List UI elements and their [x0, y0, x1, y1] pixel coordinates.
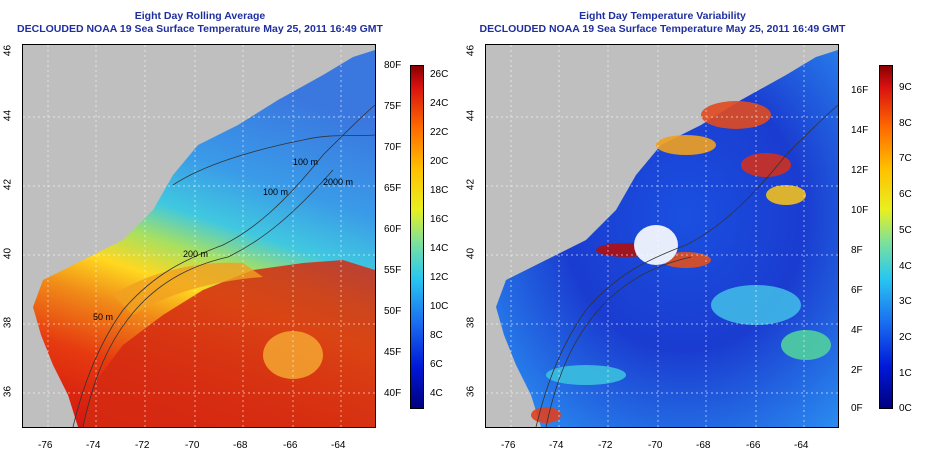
colorbar-c: 16C: [430, 214, 449, 225]
colorbar-c: 4C: [430, 388, 443, 399]
x-tick: -74: [549, 440, 564, 451]
colorbar-f: 12F: [851, 165, 869, 176]
colorbar-f: 45F: [384, 347, 402, 358]
y-tick: 42: [465, 178, 477, 191]
y-tick: 36: [465, 385, 477, 398]
colorbar-c: 26C: [430, 69, 449, 80]
y-tick: 46: [465, 44, 477, 57]
colorbar-f: 75F: [384, 101, 402, 112]
colorbar-c: 5C: [899, 225, 912, 236]
colorbar-f: 55F: [384, 265, 402, 276]
colorbar-c: 0C: [899, 403, 912, 414]
colorbar-f: 0F: [851, 403, 863, 414]
right-panel: Eight Day Temperature Variability DECLOU…: [466, 0, 950, 475]
contour-label: 2000 m: [323, 177, 353, 187]
colorbar-c: 8C: [899, 118, 912, 129]
left-title: Eight Day Rolling Average: [134, 10, 266, 22]
right-title: Eight Day Temperature Variability: [579, 10, 746, 22]
colorbar-c: 9C: [899, 82, 912, 93]
x-tick: -76: [38, 440, 53, 451]
x-tick: -64: [331, 440, 346, 451]
colorbar-c: 3C: [899, 296, 912, 307]
colorbar-c: 14C: [430, 243, 449, 254]
colorbar-c: 20C: [430, 156, 449, 167]
y-tick: 44: [2, 109, 14, 122]
x-tick: -64: [794, 440, 809, 451]
colorbar-f: 10F: [851, 205, 869, 216]
colorbar-c: 10C: [430, 301, 449, 312]
x-tick: -70: [648, 440, 663, 451]
x-tick: -68: [696, 440, 711, 451]
x-tick: -72: [598, 440, 613, 451]
right-subtitle: DECLOUDED NOAA 19 Sea Surface Temperatur…: [479, 23, 846, 35]
y-tick: 46: [2, 44, 14, 57]
y-tick: 40: [465, 247, 477, 260]
y-tick: 44: [465, 109, 477, 122]
y-tick: 40: [2, 247, 14, 260]
colorbar-c: 2C: [899, 332, 912, 343]
colorbar-c: 7C: [899, 153, 912, 164]
colorbar-f: 2F: [851, 365, 863, 376]
x-tick: -68: [233, 440, 248, 451]
colorbar-f: 80F: [384, 60, 402, 71]
x-tick: -74: [86, 440, 101, 451]
colorbar-c: 24C: [430, 98, 449, 109]
x-tick: -76: [501, 440, 516, 451]
colorbar-c: 6C: [899, 189, 912, 200]
sst-average-map: 100 m 100 m 2000 m 200 m 50 m: [22, 44, 376, 428]
colorbar-c: 22C: [430, 127, 449, 138]
colorbar-c: 8C: [430, 330, 443, 341]
colorbar-f: 6F: [851, 285, 863, 296]
left-subtitle: DECLOUDED NOAA 19 Sea Surface Temperatur…: [17, 23, 383, 35]
colorbar-f: 70F: [384, 142, 402, 153]
y-tick: 42: [2, 178, 14, 191]
x-tick: -66: [283, 440, 298, 451]
colorbar-f: 50F: [384, 306, 402, 317]
colorbar-f: 4F: [851, 325, 863, 336]
colorbar-f: 16F: [851, 85, 869, 96]
contour-label: 100 m: [263, 187, 288, 197]
left-panel: Eight Day Rolling Average DECLOUDED NOAA…: [2, 10, 449, 451]
colorbar-f: 65F: [384, 183, 402, 194]
colorbar-f: 60F: [384, 224, 402, 235]
contour-label: 50 m: [93, 312, 113, 322]
contour-label: 200 m: [183, 249, 208, 259]
contour-label: 100 m: [293, 157, 318, 167]
x-tick: -66: [746, 440, 761, 451]
colorbar-c: 1C: [899, 368, 912, 379]
colorbar-c: 4C: [899, 261, 912, 272]
colorbar-f: 40F: [384, 388, 402, 399]
colorbar-c: 6C: [430, 359, 443, 370]
left-colorbar: [410, 65, 424, 409]
x-tick: -72: [135, 440, 150, 451]
colorbar-c: 12C: [430, 272, 449, 283]
x-tick: -70: [185, 440, 200, 451]
right-colorbar: [879, 65, 893, 409]
y-tick: 38: [2, 316, 14, 329]
y-tick: 36: [2, 385, 14, 398]
colorbar-c: 18C: [430, 185, 449, 196]
y-tick: 38: [465, 316, 477, 329]
colorbar-f: 14F: [851, 125, 869, 136]
sst-variability-map: [485, 44, 839, 428]
colorbar-f: 8F: [851, 245, 863, 256]
